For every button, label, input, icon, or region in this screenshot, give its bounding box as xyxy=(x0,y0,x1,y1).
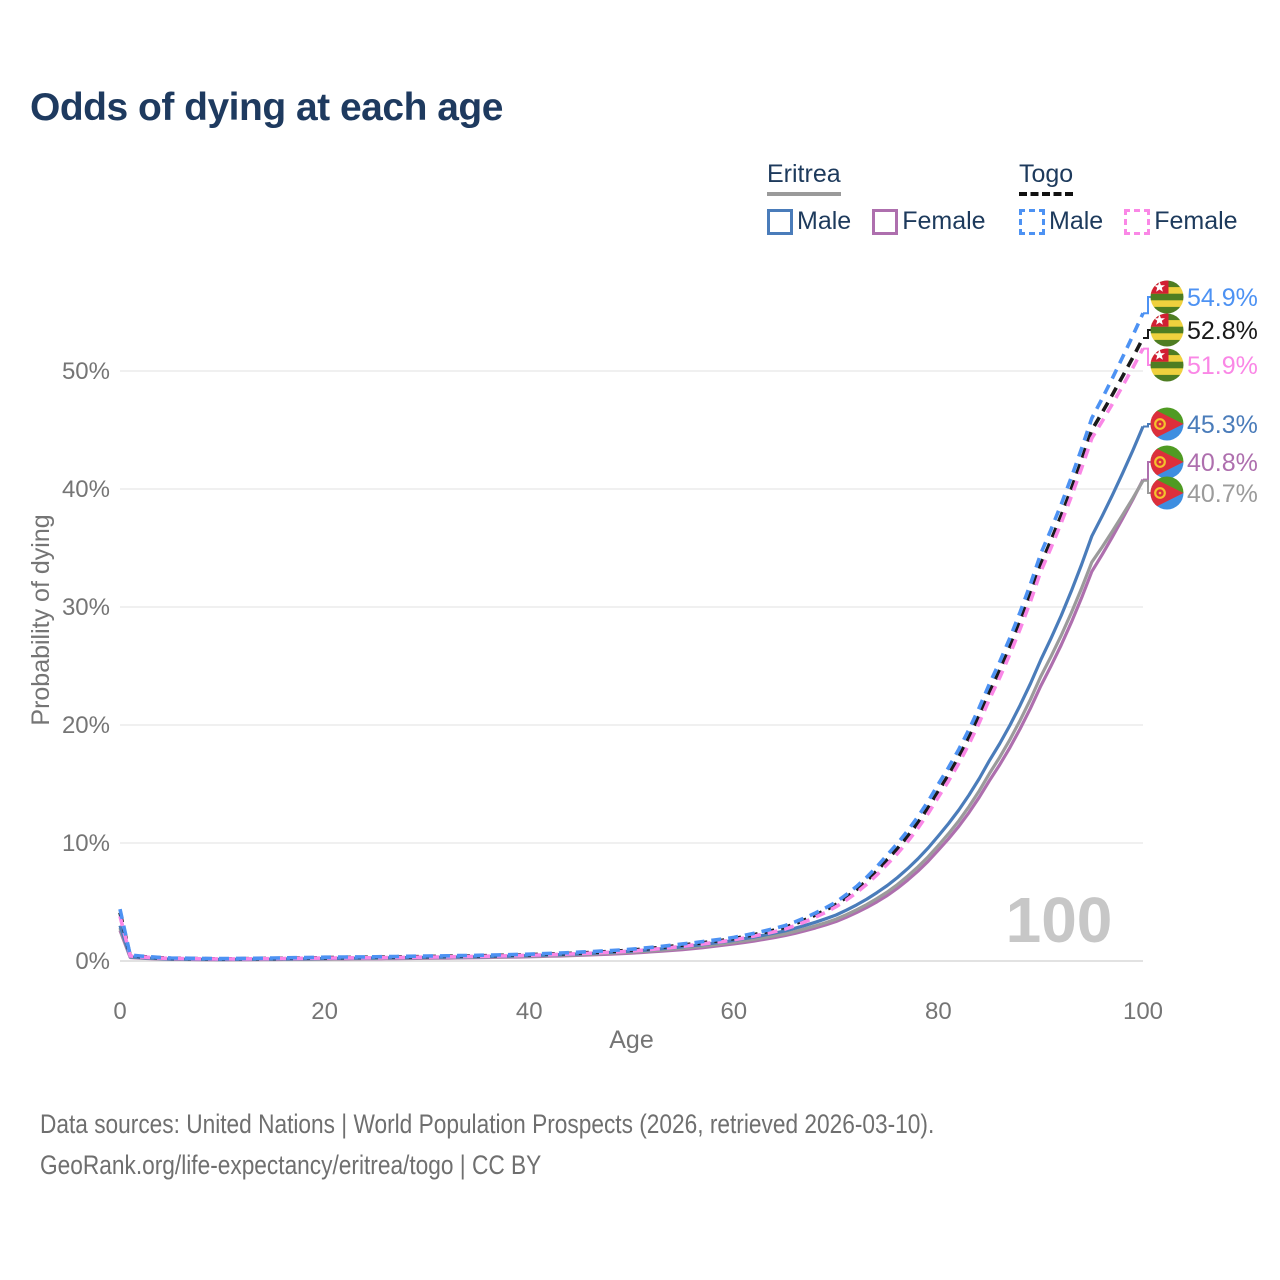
legend-item-label: Male xyxy=(797,207,852,235)
end-label-connector xyxy=(1143,296,1152,315)
legend-country-eritrea[interactable]: Eritrea xyxy=(767,160,841,196)
end-label-connector xyxy=(1143,329,1152,339)
page-title: Odds of dying at each age xyxy=(30,86,503,129)
series-line-eritrea-female[interactable] xyxy=(118,478,1145,962)
y-tick-label: 20% xyxy=(62,712,110,739)
x-axis-title: Age xyxy=(609,1026,653,1054)
end-value-label-togo-both: 52.8% xyxy=(1187,317,1258,345)
eritrea-male-swatch-icon xyxy=(767,208,793,235)
legend-item-eritrea-female[interactable]: Female xyxy=(872,207,986,236)
x-tick-label: 80 xyxy=(925,998,952,1025)
end-value-label-togo-male: 54.9% xyxy=(1187,284,1258,312)
end-value-label-togo-female: 51.9% xyxy=(1187,352,1258,380)
legend-item-label: Female xyxy=(902,207,986,235)
eritrea-female-swatch-icon xyxy=(872,208,899,235)
x-tick-label: 40 xyxy=(516,998,543,1025)
legend-item-label: Male xyxy=(1049,207,1104,235)
legend-item-label: Female xyxy=(1154,207,1238,235)
x-tick-label: 0 xyxy=(113,998,126,1025)
series-line-eritrea-both[interactable] xyxy=(118,479,1145,962)
end-value-label-eritrea-female: 40.8% xyxy=(1187,449,1258,477)
legend-item-togo-female[interactable]: Female xyxy=(1124,207,1238,236)
end-label-connector xyxy=(1143,479,1152,494)
y-tick-label: 0% xyxy=(75,948,110,975)
y-tick-label: 10% xyxy=(62,830,110,857)
end-value-label-eritrea-male: 45.3% xyxy=(1187,411,1258,439)
legend-country-togo[interactable]: Togo xyxy=(1019,160,1074,196)
legend-item-eritrea-male[interactable]: Male xyxy=(767,207,851,236)
footer-data-sources: Data sources: United Nations | World Pop… xyxy=(40,1109,935,1139)
footer-attribution: GeoRank.org/life-expectancy/eritrea/togo… xyxy=(40,1149,542,1180)
legend-group-eritrea: Eritrea Male Female xyxy=(767,160,1007,236)
legend-item-togo-male[interactable]: Male xyxy=(1019,207,1103,236)
legend-items-togo: Male Female xyxy=(1019,207,1259,236)
hover-age-label: 100 xyxy=(1006,884,1113,956)
togo-male-swatch-icon xyxy=(1019,208,1045,235)
y-tick-label: 30% xyxy=(62,594,110,621)
legend-group-togo: Togo Male Female xyxy=(1019,160,1259,236)
legend-items-eritrea: Male Female xyxy=(767,207,1007,236)
footer: Data sources: United Nations | World Pop… xyxy=(40,1104,934,1185)
togo-flag-icon xyxy=(1150,280,1184,314)
end-label-connector xyxy=(1143,423,1152,428)
end-label-connector xyxy=(1143,461,1152,481)
x-tick-label: 20 xyxy=(311,998,338,1025)
eritrea-flag-icon xyxy=(1150,445,1184,479)
x-tick-label: 60 xyxy=(720,998,747,1025)
togo-flag-icon xyxy=(1150,348,1184,382)
y-axis-title: Probability of dying xyxy=(27,514,55,725)
x-tick-label: 100 xyxy=(1123,998,1163,1025)
y-tick-label: 50% xyxy=(62,358,110,385)
eritrea-flag-icon xyxy=(1150,476,1184,510)
series-line-togo-male[interactable] xyxy=(118,312,1145,961)
togo-female-swatch-icon xyxy=(1124,208,1151,235)
end-value-label-eritrea-both: 40.7% xyxy=(1187,480,1258,508)
togo-flag-icon xyxy=(1150,313,1184,347)
eritrea-flag-icon xyxy=(1150,407,1184,441)
series-line-togo-female[interactable] xyxy=(118,347,1145,961)
series-line-togo-both[interactable] xyxy=(118,337,1145,961)
end-label-connector xyxy=(1143,347,1152,366)
y-tick-label: 40% xyxy=(62,476,110,503)
